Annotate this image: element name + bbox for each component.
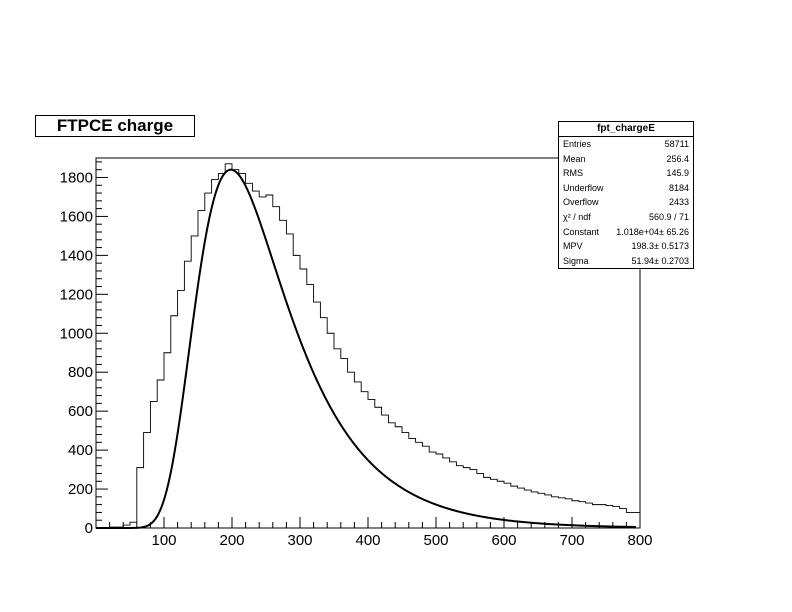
histogram-outline (96, 163, 640, 529)
y-tick-label: 1600 (60, 208, 93, 225)
x-tick-label: 800 (627, 532, 652, 549)
y-axis: 0 200 400 600 800 1000 1200 1400 1600 1800 (60, 161, 108, 537)
stats-value: 560.9 / 71 (648, 211, 689, 222)
y-tick-label: 1400 (60, 247, 93, 264)
stats-label: Sigma (563, 255, 589, 266)
x-tick-label: 700 (559, 532, 584, 549)
stats-row: Underflow 8184 (559, 181, 693, 196)
stats-value: 8184 (668, 182, 689, 193)
stats-value: 2433 (668, 197, 689, 208)
stats-value: 256.4 (666, 153, 689, 164)
stats-value: 51.94± 0.2703 (631, 255, 690, 266)
stats-row: χ² / ndf 560.9 / 71 (559, 210, 693, 225)
x-tick-label: 500 (423, 532, 448, 549)
stats-box: fpt_chargeE Entries 58711 Mean 256.4 RMS 145.… (558, 121, 694, 269)
stats-label: Overflow (563, 197, 599, 208)
stats-value: 58711 (664, 139, 689, 149)
chart-title: FTPCE charge (35, 115, 195, 137)
stats-row: RMS 145.9 (559, 166, 693, 181)
y-tick-label: 400 (68, 442, 93, 459)
y-tick-label: 600 (68, 403, 93, 420)
y-tick-label: 800 (68, 364, 93, 381)
stats-row: Mean 256.4 (559, 152, 693, 167)
histogram (96, 163, 640, 529)
y-tick-label: 1000 (60, 325, 93, 342)
stats-label: MPV (563, 241, 583, 252)
stats-label: Entries (563, 139, 592, 149)
stats-value: 198.3± 0.5173 (631, 241, 690, 252)
y-tick-label: 200 (68, 481, 93, 498)
y-tick-label: 0 (85, 520, 93, 537)
stats-value: 145.9 (666, 168, 689, 179)
stats-row: MPV 198.3± 0.5173 (559, 239, 693, 254)
y-tick-label: 1200 (60, 286, 93, 303)
fit-curve (96, 168, 636, 529)
stats-rows: Entries 58711 Mean 256.4 RMS 145.9 Underflow 81… (559, 137, 693, 268)
x-tick-label: 400 (355, 532, 380, 549)
stats-label: χ² / ndf (563, 211, 591, 222)
stats-label: RMS (563, 168, 583, 179)
x-axis: 100 200 300 400 500 600 700 800 (95, 517, 653, 549)
y-tick-label: 1800 (60, 169, 93, 186)
x-tick-label: 600 (491, 532, 516, 549)
x-tick-label: 200 (219, 532, 244, 549)
landau-fit-line (96, 168, 636, 529)
stats-row: Sigma 51.94± 0.2703 (559, 254, 693, 269)
stats-label: Underflow (563, 182, 604, 193)
x-tick-label: 300 (287, 532, 312, 549)
x-tick-label: 100 (151, 532, 176, 549)
stats-title: fpt_chargeE (559, 122, 693, 137)
stats-label: Mean (563, 153, 586, 164)
stats-row: Overflow 2433 (559, 195, 693, 210)
stats-row: Entries 58711 (559, 137, 693, 152)
stats-value: 1.018e+04± 65.26 (616, 226, 689, 237)
stats-label: Constant (563, 226, 600, 237)
stats-row: Constant 1.018e+04± 65.26 (559, 225, 693, 240)
